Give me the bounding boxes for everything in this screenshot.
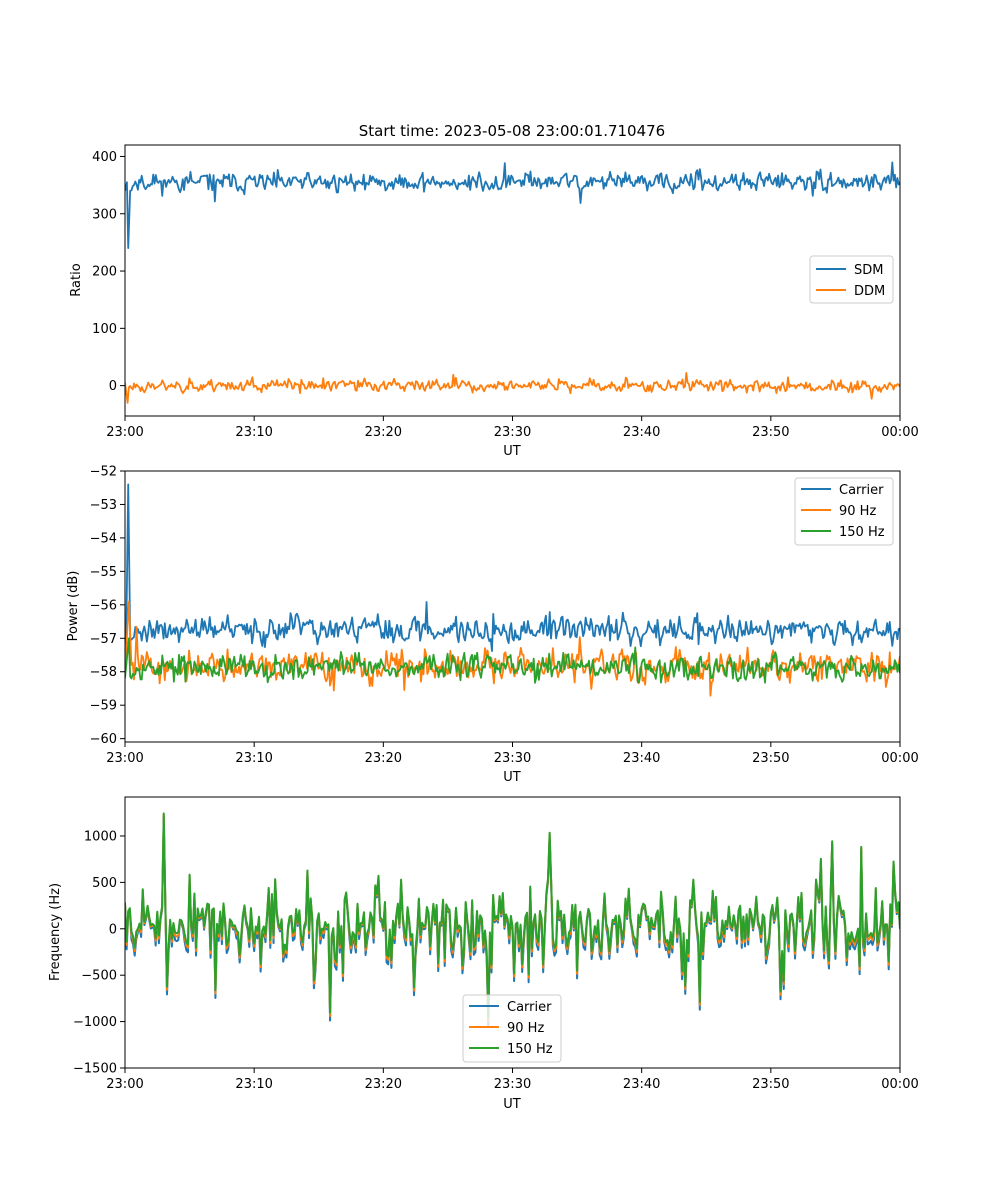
y-tick-label: 400 (92, 150, 117, 165)
y-tick-label: 500 (92, 876, 117, 891)
series-line-150-hz (125, 637, 900, 684)
x-tick-label: 00:00 (881, 425, 918, 440)
x-axis-label: UT (503, 770, 521, 785)
x-tick-label: 23:00 (106, 425, 143, 440)
y-axis-ratio: 0 100 200 300 400 (92, 150, 125, 394)
y-tick-label: −58 (90, 665, 117, 680)
legend-label-90hz: 90 Hz (507, 1021, 544, 1036)
x-tick-label: 23:40 (623, 751, 660, 766)
y-tick-label: 100 (92, 322, 117, 337)
legend-power: Carrier 90 Hz 150 Hz (794, 477, 894, 546)
panel-ratio: Start time: 2023-05-08 23:00:01.710476 2… (69, 122, 919, 459)
y-tick-label: −55 (90, 565, 117, 580)
x-tick-label: 23:30 (494, 751, 531, 766)
y-tick-label: −54 (90, 531, 117, 546)
x-axis-label: UT (503, 1097, 521, 1112)
legend-label-carrier: Carrier (507, 1000, 552, 1015)
x-tick-label: 23:50 (752, 1077, 789, 1092)
x-tick-label: 23:10 (235, 1077, 272, 1092)
y-axis-frequency: −1500 −1000 −500 0 500 1000 (73, 829, 125, 1077)
series-line-90-hz (125, 813, 900, 1023)
legend-box (794, 477, 894, 546)
x-tick-label: 23:30 (494, 425, 531, 440)
y-tick-label: −57 (90, 632, 117, 647)
axes-frame-power (124, 470, 901, 743)
legend-label-150hz: 150 Hz (839, 525, 885, 540)
x-axis-frequency: 23:00 23:10 23:20 23:30 23:40 23:50 00:00 (106, 1068, 919, 1092)
y-tick-label: 300 (92, 207, 117, 222)
y-tick-label: 0 (109, 922, 117, 937)
y-tick-label: 1000 (84, 829, 117, 844)
y-tick-label: 200 (92, 265, 117, 280)
series-line-carrier (125, 483, 900, 659)
chart-title: Start time: 2023-05-08 23:00:01.710476 (359, 122, 665, 140)
axes-frame-ratio (124, 144, 901, 417)
y-tick-label: −53 (90, 498, 117, 513)
y-tick-label: −500 (81, 969, 117, 984)
y-axis-label: Ratio (69, 263, 84, 296)
y-tick-label: −56 (90, 598, 117, 613)
x-tick-label: 00:00 (881, 751, 918, 766)
legend-box (462, 994, 562, 1063)
y-tick-label: −59 (90, 699, 117, 714)
x-tick-label: 23:20 (365, 425, 402, 440)
y-axis-power: −60 −59 −58 −57 −56 −55 −54 −53 −52 (90, 465, 125, 747)
x-axis-power: 23:00 23:10 23:20 23:30 23:40 23:50 00:00 (106, 742, 919, 766)
y-axis-label: Power (dB) (66, 571, 81, 642)
x-tick-label: 23:10 (235, 425, 272, 440)
panel-power: 23:00 23:10 23:20 23:30 23:40 23:50 00:00 −60−… (66, 465, 919, 786)
y-tick-label: −60 (90, 732, 117, 747)
y-tick-label: −52 (90, 465, 117, 480)
series-line-90-hz (125, 600, 900, 697)
legend-box (809, 255, 894, 304)
x-axis-label: UT (503, 444, 521, 459)
x-axis-ratio: 23:00 23:10 23:20 23:30 23:40 23:50 00:00 (106, 416, 919, 440)
legend-label-sdm: SDM (854, 263, 883, 278)
x-tick-label: 23:20 (365, 1077, 402, 1092)
x-tick-label: 23:20 (365, 751, 402, 766)
legend-frequency: Carrier 90 Hz 150 Hz (462, 994, 562, 1063)
series-line-sdm (125, 161, 900, 250)
legend-label-carrier: Carrier (839, 483, 884, 498)
legend-label-ddm: DDM (854, 284, 885, 299)
series-line-ddm (125, 371, 900, 404)
y-axis-label: Frequency (Hz) (48, 883, 63, 981)
x-tick-label: 23:40 (623, 425, 660, 440)
legend-ratio: SDM DDM (809, 255, 894, 304)
x-tick-label: 23:40 (623, 1077, 660, 1092)
x-tick-label: 23:50 (752, 751, 789, 766)
series-line-150-hz (125, 812, 900, 1019)
x-tick-label: 23:10 (235, 751, 272, 766)
y-tick-label: −1000 (73, 1015, 117, 1030)
plot-area-frequency (125, 812, 900, 1027)
y-tick-label: −1500 (73, 1062, 117, 1077)
x-tick-label: 00:00 (881, 1077, 918, 1092)
x-tick-label: 23:30 (494, 1077, 531, 1092)
panel-frequency: 23:00 23:10 23:20 23:30 23:40 23:50 00:00 −150… (48, 796, 919, 1112)
legend-label-150hz: 150 Hz (507, 1042, 553, 1057)
y-tick-label: 0 (109, 379, 117, 394)
plot-area-ratio (125, 161, 900, 404)
legend-label-90hz: 90 Hz (839, 504, 876, 519)
x-tick-label: 23:50 (752, 425, 789, 440)
x-tick-label: 23:00 (106, 1077, 143, 1092)
plot-area-power (125, 483, 900, 697)
x-tick-label: 23:00 (106, 751, 143, 766)
